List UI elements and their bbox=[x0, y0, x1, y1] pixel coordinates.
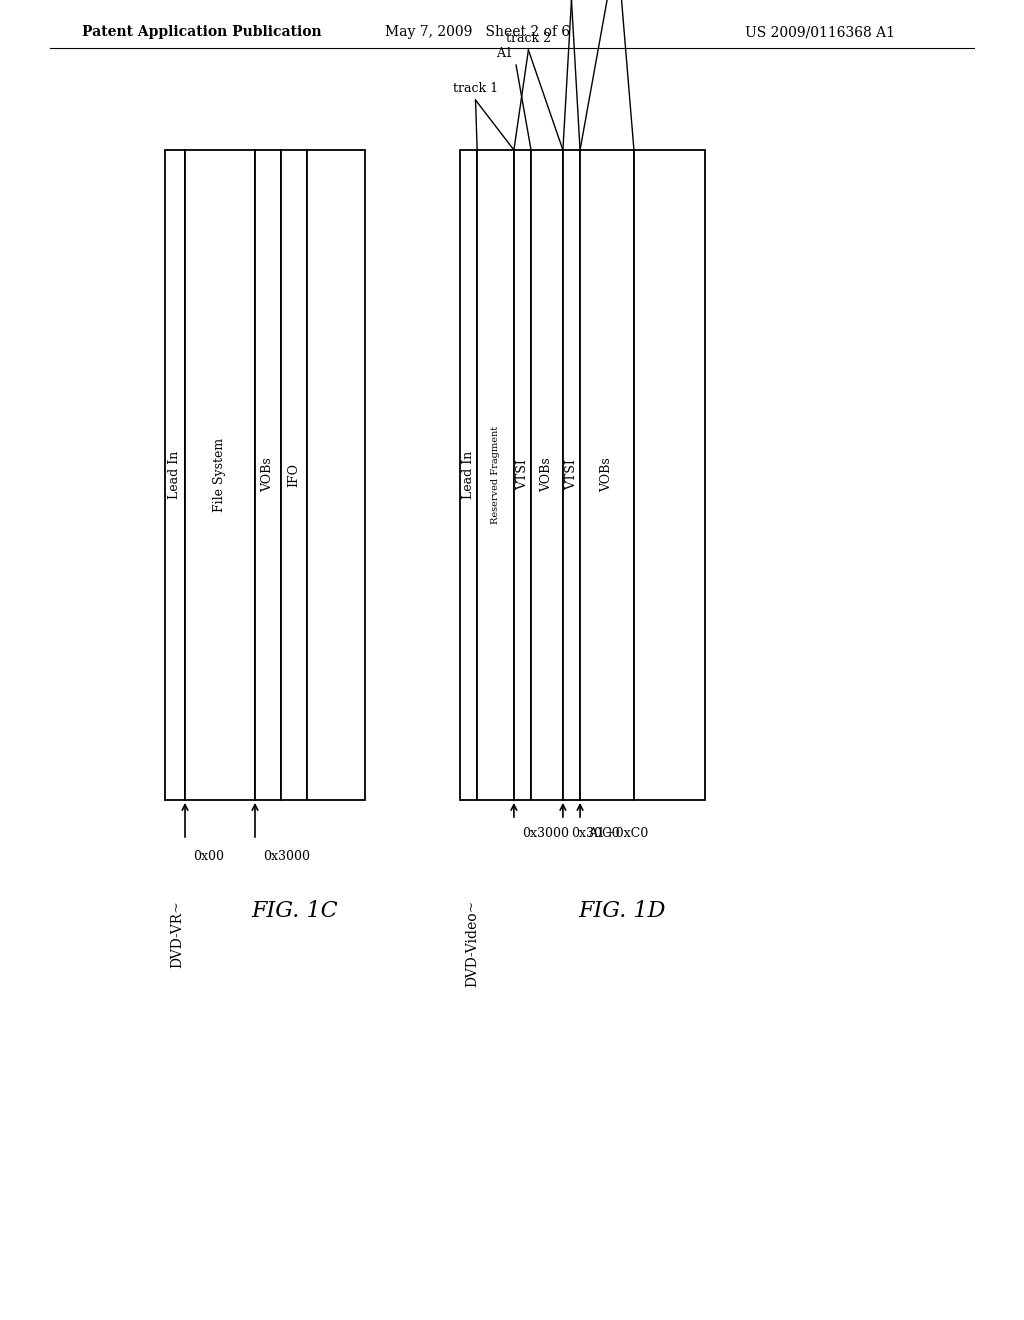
Bar bbox=[165, 150, 185, 800]
Bar bbox=[531, 150, 563, 800]
Text: track 2: track 2 bbox=[506, 32, 551, 45]
Text: A1+0xC0: A1+0xC0 bbox=[588, 828, 648, 840]
Text: 0x3000: 0x3000 bbox=[522, 828, 569, 840]
Bar bbox=[514, 150, 531, 800]
Text: 0x3000: 0x3000 bbox=[263, 850, 310, 863]
Bar bbox=[580, 150, 634, 800]
Text: DVD-Video~: DVD-Video~ bbox=[465, 900, 479, 987]
Text: VOBs: VOBs bbox=[600, 458, 613, 492]
Bar bbox=[281, 150, 307, 800]
Text: VOBs: VOBs bbox=[261, 458, 274, 492]
Bar bbox=[307, 150, 365, 800]
Bar bbox=[460, 150, 477, 800]
Bar bbox=[634, 150, 705, 800]
Text: IFO: IFO bbox=[288, 463, 300, 487]
Text: track 1: track 1 bbox=[453, 82, 498, 95]
Text: Lead In: Lead In bbox=[462, 451, 475, 499]
Text: Reserved Fragment: Reserved Fragment bbox=[492, 426, 500, 524]
Text: Patent Application Publication: Patent Application Publication bbox=[82, 25, 322, 40]
Text: VTSI: VTSI bbox=[516, 459, 529, 491]
Bar bbox=[255, 150, 281, 800]
Text: FIG. 1D: FIG. 1D bbox=[579, 900, 667, 921]
Text: VOBs: VOBs bbox=[541, 458, 554, 492]
Text: DVD-VR~: DVD-VR~ bbox=[170, 900, 184, 968]
Text: VTSI: VTSI bbox=[565, 459, 578, 491]
Text: FIG. 1C: FIG. 1C bbox=[252, 900, 338, 921]
Bar bbox=[477, 150, 514, 800]
Text: A1: A1 bbox=[496, 48, 513, 59]
Text: US 2009/0116368 A1: US 2009/0116368 A1 bbox=[745, 25, 895, 40]
Text: File System: File System bbox=[213, 438, 226, 512]
Text: May 7, 2009   Sheet 2 of 6: May 7, 2009 Sheet 2 of 6 bbox=[385, 25, 570, 40]
Text: 0x00: 0x00 bbox=[193, 850, 224, 863]
Bar bbox=[563, 150, 580, 800]
Text: 0x30C0: 0x30C0 bbox=[571, 828, 620, 840]
Bar bbox=[185, 150, 255, 800]
Text: Lead In: Lead In bbox=[169, 451, 181, 499]
